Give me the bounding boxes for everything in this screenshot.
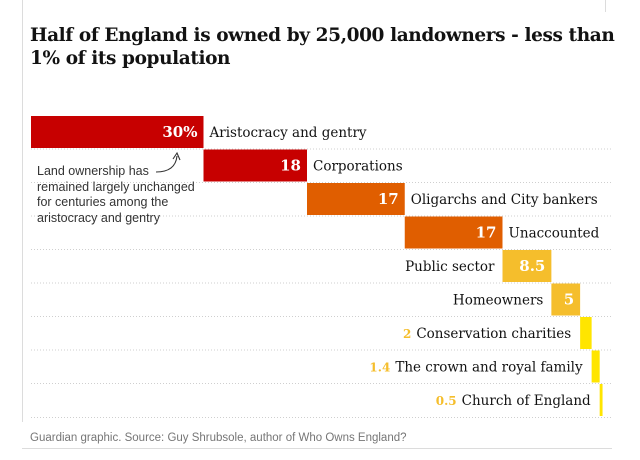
- annotation-arrowhead: [172, 151, 181, 161]
- bar-value-label: 17: [378, 190, 399, 208]
- category-label: Public sector: [405, 259, 495, 275]
- category-label: Unaccounted: [509, 226, 600, 242]
- bar: [404, 216, 503, 249]
- bar: [307, 183, 405, 215]
- bar-value-label: 17: [476, 224, 497, 242]
- bar: [31, 116, 204, 148]
- bar: [203, 149, 307, 182]
- top-right-tick: [605, 0, 606, 12]
- left-border-rule: [22, 0, 23, 422]
- category-label: Conservation charities: [416, 326, 571, 342]
- bar: [580, 317, 592, 349]
- category-label: Church of England: [462, 393, 591, 409]
- bottom-rule: [22, 448, 612, 449]
- category-label: Aristocracy and gentry: [209, 125, 367, 141]
- bar-value-label: 0.5: [436, 394, 457, 408]
- bar-value-label: 5: [564, 291, 574, 309]
- category-label: Oligarchs and City bankers: [411, 192, 598, 208]
- bar-value-label: 30%: [162, 123, 197, 141]
- annotation-text: Land ownership has remained largely unch…: [37, 164, 195, 225]
- category-label: The crown and royal family: [395, 360, 583, 376]
- bar-value-label: 8.5: [519, 257, 545, 275]
- bar-value-label: 18: [280, 157, 301, 175]
- bar: [591, 350, 600, 383]
- bar: [502, 250, 552, 282]
- annotation-arrow: [155, 155, 178, 173]
- bar: [599, 384, 603, 416]
- category-label: Homeowners: [453, 293, 544, 309]
- bar: [551, 283, 581, 316]
- category-label: Corporations: [313, 159, 403, 175]
- bar-value-label: 2: [403, 327, 411, 341]
- chart-title: Half of England is owned by 25,000 lando…: [30, 25, 615, 69]
- source-note: Guardian graphic. Source: Guy Shrubsole,…: [30, 432, 407, 444]
- bar-value-label: 1.4: [369, 361, 390, 375]
